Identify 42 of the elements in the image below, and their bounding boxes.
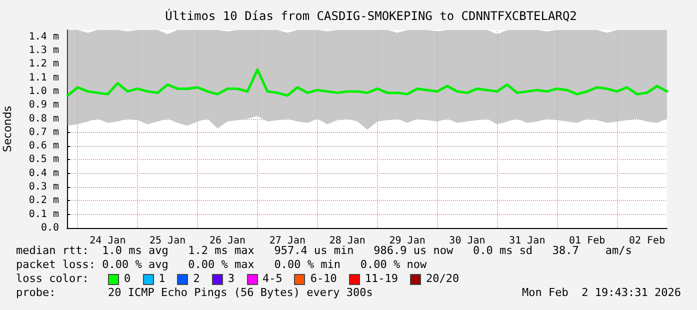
text: 2 bbox=[193, 272, 200, 285]
x-tick-label: 26 Jan bbox=[209, 236, 246, 246]
text: probe: bbox=[16, 286, 56, 299]
x-tick-label: 25 Jan bbox=[150, 236, 186, 246]
text: packet loss: 0.00 % avg 0.00 % max 0.00 % min 0.00 % now bbox=[16, 258, 427, 271]
y-tick-label: 1.1 m bbox=[28, 72, 59, 84]
y-tick-label: 0.6 m bbox=[28, 140, 59, 152]
y-tick-label: 0.0 bbox=[40, 222, 59, 234]
y-tick-label: 0.2 m bbox=[28, 195, 59, 206]
text: 20/20 bbox=[426, 272, 460, 285]
text: median rtt: 1.0 ms avg 1.2 ms max 957.4 us min 986.9 us now 0.0 ms sd 38.7 am/s bbox=[16, 244, 632, 257]
text: 3 bbox=[228, 272, 234, 285]
text: 0 bbox=[124, 272, 131, 285]
y-tick-label: 1.2 m bbox=[28, 58, 59, 70]
y-tick-label: 1.3 m bbox=[28, 44, 59, 56]
text: loss color: bbox=[16, 272, 89, 285]
y-tick-label: 0.5 m bbox=[28, 154, 59, 166]
y-tick-label: 0.9 m bbox=[28, 100, 59, 111]
x-tick-label: 24 Jan bbox=[90, 236, 126, 246]
y-tick-label: 0.1 m bbox=[28, 208, 59, 220]
y-tick-label: 1.4 m bbox=[28, 31, 59, 42]
x-tick-label: 02 Feb bbox=[628, 236, 666, 246]
text: Mon Feb 2 19:43:31 2026 bbox=[522, 286, 681, 299]
x-tick-label: 31 Jan bbox=[509, 236, 546, 246]
y-tick-label: 0.4 m bbox=[28, 168, 59, 179]
x-tick-label: 27 Jan bbox=[269, 236, 306, 246]
x-tick-label: 01 Feb bbox=[569, 236, 606, 246]
y-axis-title: Seconds bbox=[1, 106, 14, 152]
y-tick-label: 0.8 m bbox=[28, 113, 59, 124]
chart-title: Últimos 10 Días from CASDIG-SMOKEPING to CDNNTFXCBTELARQ2 bbox=[165, 8, 577, 23]
x-tick-label: 30 Jan bbox=[449, 236, 486, 246]
text: 6-10 bbox=[310, 272, 337, 285]
text: 4-5 bbox=[262, 272, 282, 285]
y-tick-label: 0.7 m bbox=[28, 126, 59, 138]
y-tick-label: 1.0 m bbox=[28, 86, 59, 97]
text: 20 ICMP Echo Pings (56 Bytes) every 300s bbox=[108, 286, 373, 299]
text: 1 bbox=[158, 272, 166, 285]
x-tick-label: 29 Jan bbox=[389, 236, 426, 246]
text: 11-19 bbox=[364, 272, 398, 285]
line-series bbox=[66, 68, 668, 97]
x-tick-label: 28 Jan bbox=[329, 236, 366, 246]
y-tick-label: 0.3 m bbox=[28, 182, 59, 193]
